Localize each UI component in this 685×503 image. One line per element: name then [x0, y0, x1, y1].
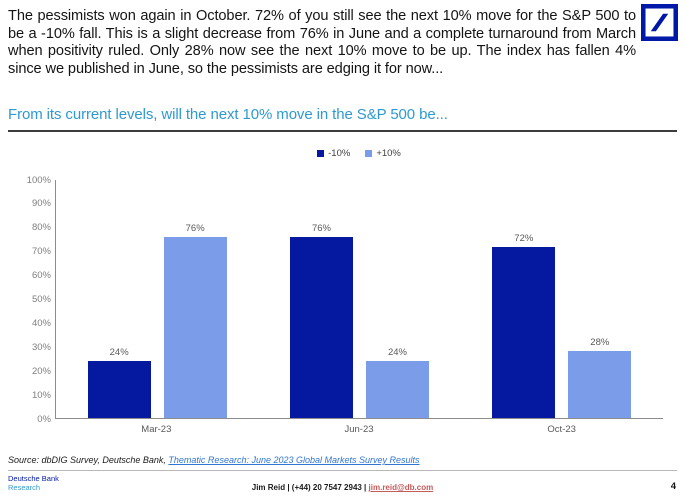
y-axis-tick-label: 20% [31, 365, 51, 377]
bar-value-label: 24% [109, 346, 129, 358]
page-number: 4 [670, 481, 676, 492]
bar--10%-Oct-23: 72% [492, 233, 556, 418]
bar-+10%-Jun-23: 24% [365, 347, 429, 418]
legend-label: -10% [328, 148, 351, 159]
y-axis-tick-label: 90% [31, 198, 51, 210]
bar-+10%-Oct-23: 28% [568, 337, 632, 418]
bar-group-Mar-23: 24% 76% [56, 180, 258, 418]
bar-value-label: 28% [590, 337, 610, 349]
x-axis-label-Jun-23: Jun-23 [344, 424, 374, 435]
y-axis-tick-label: 10% [31, 389, 51, 401]
commentary-paragraph: The pessimists won again in October. 72%… [8, 8, 636, 77]
y-axis-tick-label: 50% [31, 294, 51, 305]
y-axis-tick-label: 60% [31, 270, 51, 282]
legend-item-+10%: +10% [365, 148, 401, 159]
footer-brand-division: Research [8, 483, 41, 492]
legend-swatch-icon [317, 150, 325, 157]
bar-+10%-Mar-23: 76% [163, 223, 227, 418]
legend-swatch-icon [365, 150, 373, 157]
y-axis-tick-label: 40% [31, 317, 51, 329]
bar--10%-Mar-23: 24% [87, 347, 151, 418]
header-divider [8, 130, 677, 132]
deutsche-bank-logo-icon [641, 4, 679, 42]
bar-value-label: 72% [514, 232, 534, 244]
bar-value-label: 76% [185, 223, 205, 235]
bar-group-Oct-23: 72% 28% [461, 180, 663, 418]
footer-contact-text: Jim Reid | (+44) 20 7547 2943 | [251, 483, 369, 492]
chart-title: From its current levels, will the next 1… [8, 106, 448, 123]
y-axis-tick-label: 80% [31, 222, 51, 234]
footer-brand: Deutsche Bank Research [8, 474, 59, 492]
source-line: Source: dbDIG Survey, Deutsche Bank, The… [8, 455, 420, 465]
chart-legend: -10% +10% [55, 148, 663, 159]
footer-email-link[interactable]: jim.reid@db.com [368, 483, 434, 492]
bar-value-label: 76% [311, 223, 331, 235]
footer-brand-name: Deutsche Bank [8, 474, 59, 483]
footer-divider [8, 470, 677, 471]
bar-value-label: 24% [387, 346, 407, 358]
footer-contact: Jim Reid | (+44) 20 7547 2943 | jim.reid… [0, 483, 685, 492]
source-text: Source: dbDIG Survey, Deutsche Bank, [8, 455, 169, 465]
y-axis-tick-label: 100% [26, 174, 51, 186]
x-axis-labels: Mar-23 Jun-23 Oct-23 [55, 424, 663, 435]
x-axis-label-Oct-23: Oct-23 [547, 424, 576, 435]
x-axis-label-Mar-23: Mar-23 [141, 424, 172, 435]
y-axis: 100% 90% 80% 70% 60% 50% 40% 30% 20% 10% 0% [0, 175, 51, 425]
source-link[interactable]: Thematic Research: June 2023 Global Mark… [168, 455, 420, 465]
legend-label: +10% [376, 148, 401, 159]
bar-group-Jun-23: 76% 24% [258, 180, 460, 418]
y-axis-tick-label: 70% [31, 246, 51, 258]
y-axis-tick-label: 30% [31, 341, 51, 353]
bar--10%-Jun-23: 76% [289, 223, 353, 418]
y-axis-tick-label: 0% [37, 413, 51, 425]
deutsche-bank-slash-icon [641, 4, 679, 42]
legend-item--10%: -10% [317, 148, 350, 159]
bar-chart-plot-area: 24% 76% 76% 24% 72% 28% [55, 180, 663, 419]
